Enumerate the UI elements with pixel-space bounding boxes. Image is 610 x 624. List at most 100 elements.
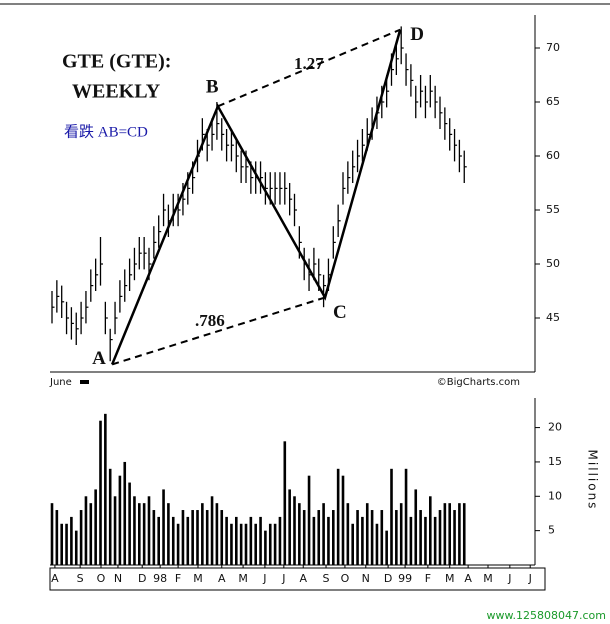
volume-bar [244, 523, 248, 565]
volume-bar [462, 503, 466, 565]
volume-bar [433, 516, 437, 565]
volume-bar [181, 510, 185, 565]
volume-bar [283, 441, 287, 565]
volume-bar [152, 510, 156, 565]
pattern-line [110, 29, 402, 365]
legend-label: June [49, 377, 72, 388]
x-tick-label: M [445, 572, 455, 585]
volume-bar [341, 475, 345, 565]
volume-bar [123, 461, 127, 565]
y-tick-label: 55 [546, 203, 560, 216]
volume-bar [424, 516, 427, 565]
pattern-point-label: A [92, 348, 106, 369]
x-tick-label: F [175, 572, 181, 585]
pattern-point-label: B [206, 77, 219, 98]
x-tick-label: M [193, 572, 203, 585]
volume-bar [356, 510, 359, 565]
x-tick-label: A [299, 572, 307, 585]
x-tick-label: A [51, 572, 59, 585]
x-tick-label: O [97, 572, 106, 585]
x-tick-label: D [384, 572, 392, 585]
y-tick-label: 70 [546, 41, 560, 54]
y-tick-label: 45 [546, 311, 560, 324]
volume-bar [191, 510, 194, 565]
volume-bar [70, 516, 73, 565]
volume-bar [327, 516, 330, 565]
volume-bar [346, 503, 350, 565]
volume-bar [302, 510, 306, 565]
watermark: www.125808047.com [487, 609, 606, 622]
volume-bar [60, 523, 63, 565]
chart-title: GTE (GTE): [62, 51, 171, 73]
volume-bar [138, 503, 141, 565]
volume-bar [220, 510, 224, 565]
x-tick-label: F [425, 572, 431, 585]
x-tick-label: 98 [153, 572, 167, 585]
volume-bar [84, 496, 88, 565]
volume-bar [448, 503, 451, 565]
ratio-label: 1.27 [294, 54, 324, 73]
volume-bar [409, 516, 413, 565]
volume-bar [230, 523, 233, 565]
y-tick-label: 50 [546, 257, 560, 270]
volume-bar [361, 516, 364, 565]
x-tick-label: 99 [398, 572, 412, 585]
x-tick-label: J [262, 572, 266, 585]
legend-swatch [80, 380, 89, 384]
x-tick-label: A [218, 572, 226, 585]
volume-bar [365, 503, 369, 565]
pattern-point-label: D [410, 24, 424, 45]
y-tick-label: 5 [548, 524, 555, 537]
volume-bar [133, 496, 136, 565]
credit: ©BigCharts.com [437, 377, 520, 388]
volume-bar [128, 482, 131, 565]
volume-bar [264, 530, 267, 565]
pattern-annotation: 看跌 AB=CD [64, 123, 148, 140]
volume-bar [395, 510, 398, 565]
volume-bar [278, 516, 282, 565]
y-tick-label: 15 [548, 455, 562, 468]
volume-bar [419, 510, 422, 565]
volume-bar [380, 510, 384, 565]
x-tick-label: S [323, 572, 330, 585]
volume-bar [254, 523, 257, 565]
volume-bar [385, 530, 388, 565]
volume-bar [453, 510, 456, 565]
volume-bar [196, 510, 199, 565]
volume-bar [259, 516, 262, 565]
volume-bar [293, 496, 296, 565]
x-tick-label: J [507, 572, 511, 585]
pattern-dashed-line [217, 28, 401, 108]
volume-bar [429, 496, 432, 565]
volume-bar [108, 468, 112, 565]
pattern-point-label: C [333, 302, 347, 323]
volume-bar [65, 523, 68, 565]
volume-bar [288, 489, 291, 565]
volume-bar [390, 468, 393, 565]
pattern-dashed-line [111, 296, 326, 366]
chart-subtitle: WEEKLY [72, 81, 161, 103]
volume-bar [268, 523, 272, 565]
volume-bar [118, 475, 122, 565]
y-tick-label: 20 [548, 421, 562, 434]
x-tick-label: M [238, 572, 248, 585]
x-tick-label: N [114, 572, 122, 585]
volume-bar [404, 468, 408, 565]
volume-bar [239, 523, 243, 565]
x-tick-label: J [281, 572, 285, 585]
volume-bar [74, 530, 78, 565]
x-tick-label: D [138, 572, 146, 585]
volume-bar [205, 510, 209, 565]
volume-bar [89, 503, 93, 565]
volume-bar [375, 523, 379, 565]
volume-bar [414, 489, 418, 565]
volume-bar [201, 503, 204, 565]
volume-bar [167, 503, 170, 565]
x-tick-label: M [483, 572, 493, 585]
y-tick-label: 10 [548, 489, 562, 502]
x-tick-label: J [528, 572, 532, 585]
volume-bar [458, 503, 461, 565]
volume-bar [55, 510, 59, 565]
volume-bar [312, 516, 316, 565]
